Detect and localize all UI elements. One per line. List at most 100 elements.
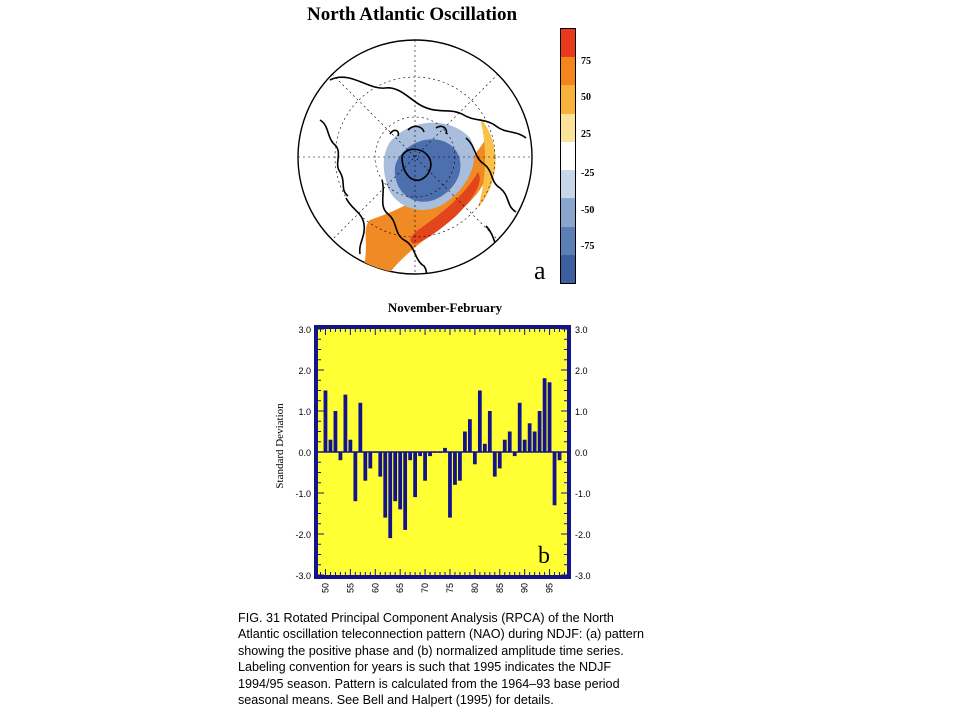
bar xyxy=(517,402,522,452)
bar xyxy=(343,394,348,452)
colorbar-segment xyxy=(561,198,575,227)
x-tick-label: 95 xyxy=(545,583,555,593)
bar xyxy=(532,431,537,452)
y-tick-label-right: 3.0 xyxy=(575,325,588,335)
caption-line: showing the positive phase and (b) norma… xyxy=(238,643,624,658)
bar xyxy=(368,452,373,469)
x-tick-label: 70 xyxy=(420,583,430,593)
bar xyxy=(323,390,328,452)
colorbar-segment xyxy=(561,141,575,171)
bar xyxy=(527,423,532,452)
bar xyxy=(383,452,388,518)
colorbar-segment xyxy=(561,57,575,86)
coastline-north-america xyxy=(381,179,431,274)
caption-line: Atlantic oscillation teleconnection patt… xyxy=(238,627,644,642)
colorbar xyxy=(560,28,576,284)
y-tick-label-right: 1.0 xyxy=(575,407,588,417)
caption-line: FIG. 31 Rotated Principal Component Anal… xyxy=(238,611,614,625)
bar xyxy=(428,452,432,457)
bar xyxy=(468,419,472,452)
coastline-greenland xyxy=(401,148,432,181)
bar xyxy=(448,452,452,518)
bar xyxy=(552,452,557,506)
y-tick-label-right: -3.0 xyxy=(575,571,591,581)
bar xyxy=(502,439,507,452)
colorbar-label: 75 xyxy=(581,56,591,67)
coastline-japan xyxy=(345,197,366,255)
bar xyxy=(403,452,408,530)
caption-line: 1994/95 season. Pattern is calculated fr… xyxy=(238,676,620,691)
bar xyxy=(512,452,517,457)
colorbar-segment xyxy=(561,226,575,255)
bar xyxy=(398,452,403,510)
nao-pattern-map xyxy=(297,39,533,275)
bar xyxy=(418,452,422,457)
y-tick-label-left: 2.0 xyxy=(298,366,311,376)
bar xyxy=(487,411,492,452)
bar xyxy=(472,452,477,465)
caption-line: Labeling convention for years is such th… xyxy=(238,660,612,675)
bar xyxy=(333,411,338,452)
bar xyxy=(542,378,547,452)
negative-anomaly-region xyxy=(394,139,461,202)
y-tick-label-right: 0.0 xyxy=(575,448,588,458)
bar xyxy=(393,452,398,502)
coastline-eurasia xyxy=(329,76,527,139)
chart-title: November-February xyxy=(387,300,503,315)
colorbar-label: 50 xyxy=(581,92,591,103)
y-tick-label-left: 3.0 xyxy=(298,325,311,335)
bar xyxy=(463,431,467,452)
bar xyxy=(338,452,343,461)
x-tick-label: 85 xyxy=(495,583,505,593)
bar xyxy=(353,452,358,502)
panel-a-label: a xyxy=(534,256,546,285)
bar xyxy=(363,452,368,481)
bar xyxy=(348,439,353,452)
bar xyxy=(477,390,482,452)
y-tick-label-left: -3.0 xyxy=(295,571,311,581)
y-tick-label-left: -2.0 xyxy=(295,530,311,540)
figure-title: North Atlantic Oscillation xyxy=(306,4,518,25)
bar xyxy=(547,382,552,452)
bar xyxy=(482,443,487,452)
y-tick-label-left: 0.0 xyxy=(298,448,311,458)
bar xyxy=(328,439,333,452)
positive-anomaly-edge xyxy=(478,118,496,208)
bar xyxy=(378,452,383,477)
x-tick-label: 90 xyxy=(520,583,530,593)
colorbar-segment xyxy=(561,170,575,199)
bar xyxy=(492,452,497,477)
bar xyxy=(507,431,512,452)
bar xyxy=(423,452,427,481)
panel-b-label: b xyxy=(538,543,550,569)
y-tick-label-right: -1.0 xyxy=(575,489,591,499)
x-tick-label: 50 xyxy=(320,583,330,593)
bar xyxy=(537,411,542,452)
colorbar-label: 25 xyxy=(581,129,591,140)
bar xyxy=(408,452,413,461)
colorbar-segment xyxy=(561,113,575,142)
caption-line: seasonal means. See Bell and Halpert (19… xyxy=(238,693,554,708)
colorbar-segment xyxy=(561,85,575,114)
colorbar-segment xyxy=(561,29,575,58)
bar xyxy=(522,439,527,452)
bar xyxy=(497,452,502,469)
x-tick-label: 55 xyxy=(345,583,355,593)
coastline-arctic-islands xyxy=(389,125,448,137)
bar xyxy=(557,452,562,461)
y-tick-label-right: 2.0 xyxy=(575,366,588,376)
coastline-asia-east xyxy=(319,119,349,197)
colorbar-label: -25 xyxy=(581,168,595,179)
bar xyxy=(443,447,447,452)
x-tick-label: 75 xyxy=(445,583,455,593)
bar xyxy=(358,402,363,452)
y-tick-label-right: -2.0 xyxy=(575,530,591,540)
colorbar-label: -75 xyxy=(581,241,595,252)
bar xyxy=(458,452,462,481)
bar xyxy=(453,452,457,485)
colorbar-label: -50 xyxy=(581,205,595,216)
x-tick-label: 80 xyxy=(470,583,480,593)
x-tick-label: 65 xyxy=(395,583,405,593)
y-tick-label-left: 1.0 xyxy=(298,407,311,417)
